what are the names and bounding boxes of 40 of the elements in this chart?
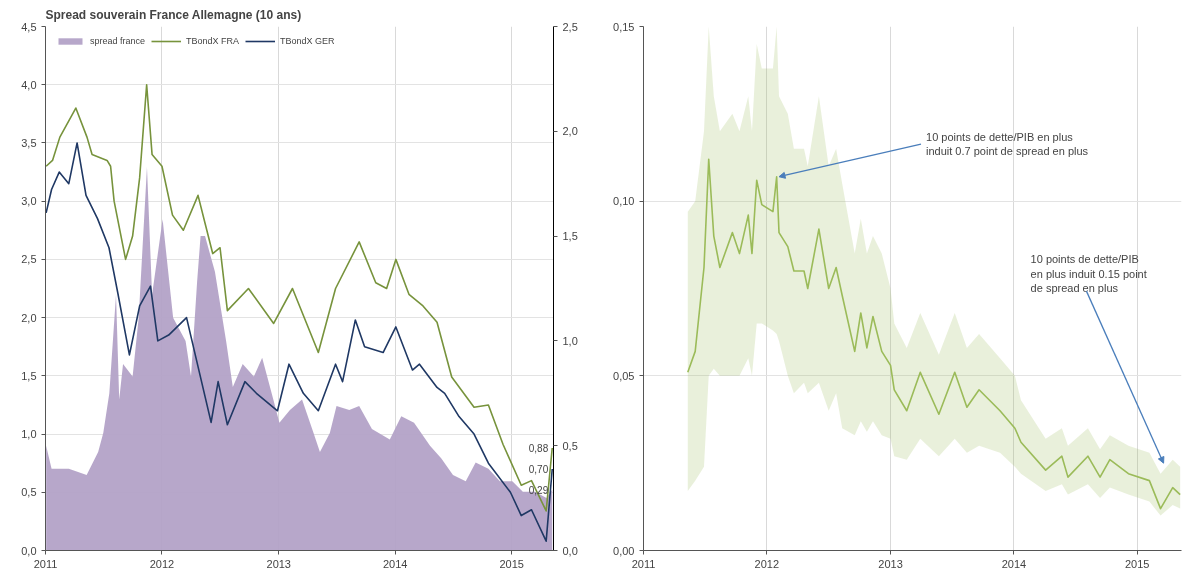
data-label: 0,88 [528,443,549,455]
legend-label: TBondX FRA [186,36,240,46]
x-tick-label: 2011 [33,557,58,570]
x-tick-label: 2013 [878,557,903,570]
y-tick-label: 0,10 [613,195,635,208]
x-tick-label: 2012 [149,557,175,570]
x-tick-label: 2015 [499,557,524,570]
y-tick-label: 4,0 [21,78,37,91]
x-tick-label: 2014 [1001,557,1027,570]
x-tick-label: 2012 [754,557,780,570]
y-tick-label: 3,5 [21,136,37,149]
y-tick-label: 1,0 [21,428,37,441]
y-tick-label: 0,0 [21,544,37,557]
y-tick-label: 0,00 [613,544,635,557]
annotation: 10 points de dette/PIB en plus induit 0.15 point de spread en plus [1030,253,1147,294]
y-tick-label: 0,05 [613,369,635,382]
y2-tick-label: 1,0 [562,334,578,347]
y2-tick-label: 0,5 [562,439,578,452]
legend-label: TBondX GER [280,36,335,46]
line-series [686,158,1181,510]
y2-tick-label: 1,5 [562,230,578,243]
y-tick-label: 1,5 [21,369,37,382]
y-tick-label: 2,5 [21,253,37,266]
y-tick-label: 0,5 [21,486,37,499]
line-series [45,83,554,512]
y-tick-label: 2,0 [21,311,37,324]
y2-tick-label: 2,5 [562,20,578,33]
y2-tick-label: 2,0 [562,125,578,138]
y-tick-label: 3,0 [21,195,37,208]
chart-title: Spread souverain France Allemagne (10 ans) [45,7,302,22]
legend-label: spread france [90,36,146,46]
x-tick-label: 2015 [1124,557,1150,570]
x-tick-label: 2011 [631,557,656,570]
y2-tick-label: 0,0 [562,544,578,557]
y-tick-label: 0,15 [613,20,635,33]
x-tick-label: 2013 [266,557,292,570]
x-tick-label: 2014 [382,557,408,570]
annotation: 10 points de dette/PIB en plus induit 0.7 point de spread en plus [926,130,1089,158]
data-label: 0,70 [528,463,549,475]
y-tick-label: 4,5 [21,20,37,33]
